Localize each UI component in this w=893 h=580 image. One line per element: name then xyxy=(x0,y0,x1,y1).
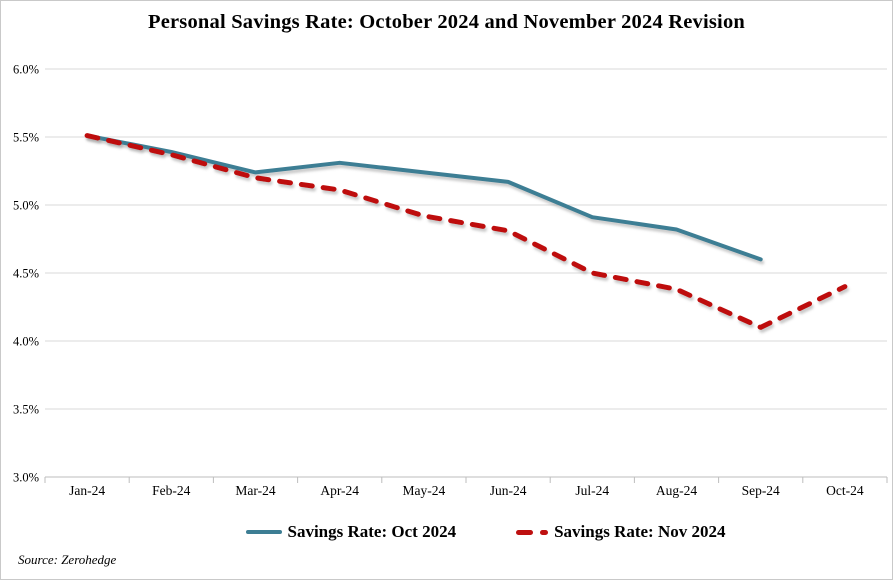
legend-item-nov-2024: Savings Rate: Nov 2024 xyxy=(516,522,726,542)
series-line-oct-2024 xyxy=(85,133,763,262)
x-tick-label: Mar-24 xyxy=(235,483,275,498)
y-tick-label: 3.0% xyxy=(13,471,39,485)
x-tick-label: Jun-24 xyxy=(490,483,527,498)
y-tick-label: 5.5% xyxy=(13,131,39,145)
y-tick-label: 6.0% xyxy=(13,63,39,77)
chart-title: Personal Savings Rate: October 2024 and … xyxy=(147,11,745,33)
y-tick-label: 4.5% xyxy=(13,267,39,281)
series-line-nov-2024 xyxy=(84,133,848,330)
x-tick-label: Jan-24 xyxy=(69,483,105,498)
legend: Savings Rate: Oct 2024 Savings Rate: Nov… xyxy=(1,522,892,542)
y-tick-label: 3.5% xyxy=(13,403,39,417)
x-tick-label: Jul-24 xyxy=(575,483,609,498)
legend-label-nov-2024: Savings Rate: Nov 2024 xyxy=(554,522,726,541)
solid-line-swatch-icon xyxy=(245,530,282,534)
legend-label-oct-2024: Savings Rate: Oct 2024 xyxy=(287,522,457,541)
x-tick-label: May-24 xyxy=(403,483,446,498)
legend-item-oct-2024: Savings Rate: Oct 2024 xyxy=(245,522,457,542)
x-tick-label: Oct-24 xyxy=(826,483,864,498)
x-tick-label: Apr-24 xyxy=(320,483,359,498)
source-note: Source: Zerohedge xyxy=(18,552,117,567)
y-tick-label: 4.0% xyxy=(13,335,39,349)
x-tick-label: Sep-24 xyxy=(742,483,780,498)
dash-segment xyxy=(540,529,549,535)
dashed-line-swatch-icon xyxy=(516,529,549,535)
x-tick-label: Aug-24 xyxy=(656,483,697,498)
dash-segment xyxy=(516,529,534,535)
x-tick-label: Feb-24 xyxy=(152,483,190,498)
y-tick-label: 5.0% xyxy=(13,199,39,213)
